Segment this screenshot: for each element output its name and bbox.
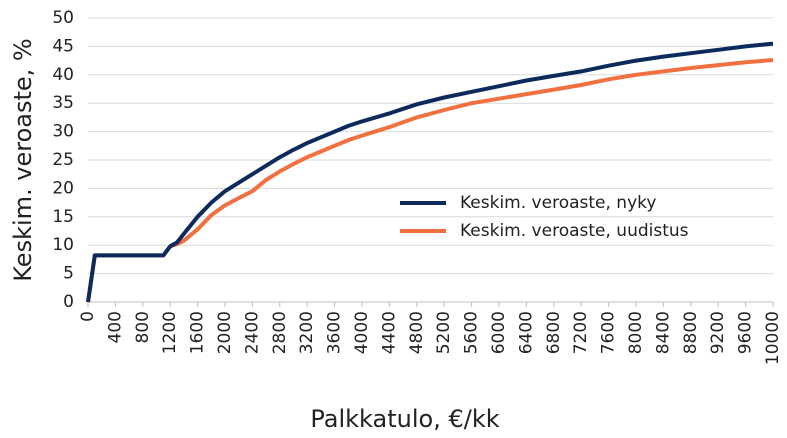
y-tick-label: 20 [52, 178, 74, 198]
x-tick-label: 9200 [708, 311, 728, 354]
x-tick-label: 4800 [407, 311, 427, 354]
x-tick-label: 400 [105, 311, 125, 343]
x-tick-label: 9600 [736, 311, 756, 354]
x-tick-label: 10000 [763, 311, 783, 365]
line [86, 58, 774, 303]
x-tick-label: 0 [78, 311, 98, 322]
x-tick-label: 2800 [270, 311, 290, 354]
x-tick-label: 8800 [681, 311, 701, 354]
y-tick-label: 5 [63, 264, 74, 284]
x-tick-label: 3200 [297, 311, 317, 354]
x-tick-label: 4000 [352, 311, 372, 354]
y-tick-label: 35 [52, 93, 74, 113]
y-tick-label: 30 [52, 122, 74, 142]
x-tick-label: 5600 [462, 311, 482, 354]
x-tick-label: 6000 [489, 311, 509, 354]
x-tick-label: 8400 [653, 311, 673, 354]
x-tick-label: 5200 [434, 311, 454, 354]
x-tick-label: 6800 [544, 311, 564, 354]
x-tick-label: 1600 [188, 311, 208, 354]
x-tick-label: 4400 [379, 311, 399, 354]
x-tick-label: 6400 [516, 311, 536, 354]
legend-label: Keskim. veroaste, nyky [460, 193, 656, 213]
legend-label: Keskim. veroaste, uudistus [460, 221, 689, 241]
y-tick-label: 25 [52, 150, 74, 170]
x-tick-label: 8000 [626, 311, 646, 354]
x-tick-label: 800 [133, 311, 153, 343]
x-tick-label: 7600 [599, 311, 619, 354]
y-tick-label: 0 [63, 292, 74, 312]
y-tick-label: 45 [52, 36, 74, 56]
x-tick-label: 2000 [215, 311, 235, 354]
x-tick-label: 7200 [571, 311, 591, 354]
y-tick-label: 40 [52, 65, 74, 85]
y-axis-label: Keskim. veroaste, % [9, 38, 37, 281]
x-axis-label: Palkkatulo, €/kk [310, 405, 499, 433]
x-tick-label: 3600 [325, 311, 345, 354]
y-tick-label: 50 [52, 8, 74, 28]
line [86, 41, 774, 303]
y-tick-label: 10 [52, 235, 74, 255]
x-tick-label: 1200 [160, 311, 180, 354]
x-tick-label: 2400 [242, 311, 262, 354]
y-tick-label: 15 [52, 207, 74, 227]
